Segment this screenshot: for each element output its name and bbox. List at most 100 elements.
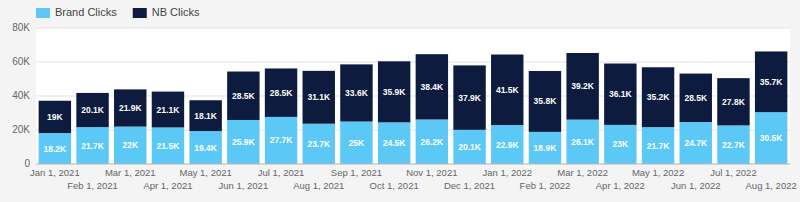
- data-label: 18.1K: [194, 111, 218, 121]
- x-tick-label: Feb 1, 2021: [67, 180, 118, 191]
- bar-segment: [265, 117, 297, 164]
- data-label: 19.4K: [194, 143, 218, 153]
- x-tick-label: Oct 1, 2021: [370, 180, 419, 191]
- grid-line: [36, 28, 790, 29]
- bar-segment: [416, 119, 448, 164]
- bar-segment: [529, 132, 561, 164]
- data-label: 18.9K: [534, 143, 558, 153]
- x-tick-label: Aug 1, 2022: [746, 180, 797, 191]
- bar-segment: [189, 131, 221, 164]
- bar-segment: [39, 101, 71, 133]
- x-tick-label: Nov 1, 2021: [406, 167, 457, 178]
- grid-line: [36, 62, 790, 63]
- x-tick-label: Jan 1, 2021: [30, 167, 80, 178]
- bar-segment: [566, 120, 598, 164]
- data-label: 24.5K: [383, 138, 407, 148]
- x-axis-line: [36, 164, 790, 165]
- bar-segment: [642, 67, 674, 127]
- data-label: 38.4K: [421, 82, 445, 92]
- grid-line: [36, 96, 790, 97]
- background: [0, 0, 800, 202]
- data-label: 31.1K: [307, 92, 331, 102]
- bar-segment: [76, 127, 108, 164]
- data-label: 35.7K: [760, 77, 784, 87]
- x-tick-label: May 1, 2022: [632, 167, 684, 178]
- x-tick-label: Aug 1, 2021: [293, 180, 344, 191]
- bar-segment: [340, 64, 372, 121]
- x-tick-label: Jun 1, 2022: [671, 180, 721, 191]
- x-tick-label: Dec 1, 2021: [444, 180, 495, 191]
- data-label: 35.8K: [534, 96, 558, 106]
- data-label: 24.7K: [684, 138, 708, 148]
- data-label: 22.7K: [722, 140, 746, 150]
- x-tick-label: Jul 1, 2021: [258, 167, 304, 178]
- data-label: 18.2K: [44, 144, 68, 154]
- legend: Brand ClicksNB Clicks: [36, 6, 200, 18]
- bar-segment: [566, 53, 598, 120]
- bar-segment: [227, 120, 259, 164]
- bar-segment: [189, 100, 221, 131]
- bar-segment: [529, 71, 561, 132]
- y-tick-label: 60K: [12, 56, 30, 67]
- data-label: 35.9K: [383, 87, 407, 97]
- data-label: 20.1K: [81, 105, 105, 115]
- bar-segment: [604, 64, 636, 125]
- data-label: 20.1K: [458, 142, 482, 152]
- bar-segment: [491, 55, 523, 126]
- bar-segment: [114, 127, 146, 164]
- bar-segment: [303, 71, 335, 124]
- bar-segment: [453, 65, 485, 129]
- data-label: 30.5K: [760, 133, 784, 143]
- data-label: 37.9K: [458, 93, 482, 103]
- bar-segment: [152, 92, 184, 128]
- x-tick-label: Feb 1, 2022: [520, 180, 571, 191]
- bar-segment: [453, 130, 485, 164]
- data-label: 28.5K: [232, 91, 256, 101]
- bar-segment: [340, 122, 372, 165]
- x-tick-label: Apr 1, 2021: [143, 180, 192, 191]
- data-label: 23.7K: [307, 139, 331, 149]
- data-label: 33.6K: [345, 88, 369, 98]
- bar-segment: [717, 125, 749, 164]
- legend-swatch: [133, 8, 147, 18]
- bar-segment: [416, 54, 448, 119]
- data-label: 21.7K: [81, 141, 105, 151]
- data-label: 36.1K: [609, 89, 633, 99]
- data-label: 22K: [122, 140, 138, 150]
- bar-segment: [755, 51, 787, 112]
- bar-segment: [76, 93, 108, 127]
- bar-segment: [680, 122, 712, 164]
- x-tick-label: Mar 1, 2021: [105, 167, 156, 178]
- bar-segment: [717, 78, 749, 125]
- grid-line: [36, 164, 790, 165]
- bar-segment: [152, 127, 184, 164]
- bar-segment: [39, 133, 71, 164]
- data-label: 41.5K: [496, 85, 520, 95]
- data-labels: 18.2K 21.7K 22K 21.5K 19.4K 25.9K 27.7K 23.7K 25…: [44, 77, 784, 154]
- x-tick-label: Mar 1, 2022: [557, 167, 608, 178]
- bar-segment: [491, 125, 523, 164]
- data-label: 21.9K: [119, 103, 143, 113]
- bar-segment: [378, 61, 410, 122]
- legend-label: NB Clicks: [152, 6, 200, 18]
- bar-segment: [114, 89, 146, 126]
- data-label: 25K: [349, 138, 365, 148]
- y-tick-label: 40K: [12, 90, 30, 101]
- y-tick-label: 80K: [12, 22, 30, 33]
- x-tick-label: Jan 1, 2022: [482, 167, 532, 178]
- data-label: 21.5K: [157, 141, 181, 151]
- data-label: 21.1K: [157, 105, 181, 115]
- bar-segment: [227, 72, 259, 120]
- data-label: 28.5K: [270, 88, 294, 98]
- bar-segment: [604, 125, 636, 164]
- data-label: 19K: [47, 112, 63, 122]
- x-tick-label: Jun 1, 2021: [219, 180, 269, 191]
- data-label: 27.8K: [722, 97, 746, 107]
- legend-swatch: [36, 8, 50, 18]
- bar-segment: [680, 74, 712, 122]
- y-tick-label: 20K: [12, 124, 30, 135]
- data-label: 25.9K: [232, 137, 256, 147]
- bars: [39, 51, 788, 164]
- grid-line: [36, 130, 790, 131]
- data-label: 27.7K: [270, 135, 294, 145]
